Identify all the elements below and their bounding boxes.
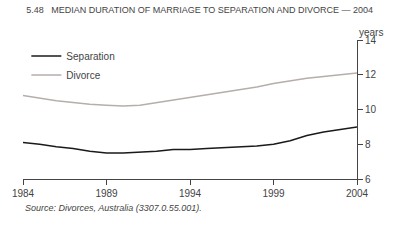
svg-text:12: 12 xyxy=(365,69,377,80)
svg-text:5.48 MEDIAN DURATION OF MARR: 5.48 MEDIAN DURATION OF MARRIAGE TO SEPA… xyxy=(26,5,373,15)
svg-text:Separation: Separation xyxy=(66,51,114,62)
svg-text:1984: 1984 xyxy=(12,188,35,199)
svg-text:years: years xyxy=(359,27,383,38)
svg-text:1999: 1999 xyxy=(262,188,285,199)
svg-text:2004: 2004 xyxy=(346,188,369,199)
svg-text:6: 6 xyxy=(365,174,371,185)
svg-text:Divorce: Divorce xyxy=(66,70,100,81)
svg-text:1994: 1994 xyxy=(179,188,202,199)
svg-text:8: 8 xyxy=(365,139,371,150)
svg-text:1989: 1989 xyxy=(95,188,118,199)
svg-text:Source: Divorces, Australia (3: Source: Divorces, Australia (3307.0.55.0… xyxy=(25,203,202,213)
svg-text:10: 10 xyxy=(365,104,377,115)
svg-text:14: 14 xyxy=(365,35,377,46)
